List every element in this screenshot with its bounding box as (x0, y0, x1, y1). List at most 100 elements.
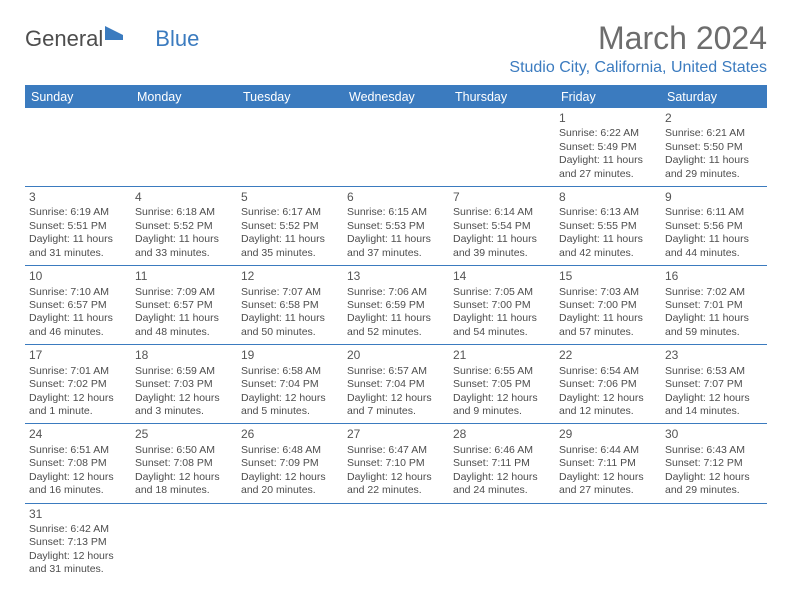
day-cell: 11 Sunrise: 7:09 AMSunset: 6:57 PMDayligh… (131, 266, 237, 344)
sunrise-text: Sunrise: 7:03 AM (559, 286, 657, 299)
logo-text-2: Blue (155, 26, 199, 52)
daylight-text: Daylight: 12 hours and 24 minutes. (453, 471, 551, 498)
day-header: Friday (555, 86, 661, 108)
sunset-text: Sunset: 5:49 PM (559, 141, 657, 154)
day-number: 29 (559, 427, 657, 442)
day-number: 24 (29, 427, 127, 442)
day-header-row: Sunday Monday Tuesday Wednesday Thursday… (25, 86, 767, 108)
sunrise-text: Sunrise: 7:10 AM (29, 286, 127, 299)
day-number: 1 (559, 111, 657, 126)
sunrise-text: Sunrise: 6:50 AM (135, 444, 233, 457)
location-text: Studio City, California, United States (509, 59, 767, 77)
daylight-text: Daylight: 11 hours and 44 minutes. (665, 233, 763, 260)
day-cell (661, 504, 767, 582)
sunset-text: Sunset: 7:06 PM (559, 378, 657, 391)
sunset-text: Sunset: 7:11 PM (559, 457, 657, 470)
day-cell: 18Sunrise: 6:59 AMSunset: 7:03 PMDayligh… (131, 345, 237, 423)
daylight-text: Daylight: 11 hours and 48 minutes. (135, 312, 233, 339)
day-number: 20 (347, 348, 445, 363)
day-cell: 17Sunrise: 7:01 AMSunset: 7:02 PMDayligh… (25, 345, 131, 423)
sunrise-text: Sunrise: 6:54 AM (559, 365, 657, 378)
day-number: 11 (135, 269, 233, 284)
week-row: 31Sunrise: 6:42 AMSunset: 7:13 PMDayligh… (25, 504, 767, 582)
sunset-text: Sunset: 5:52 PM (135, 220, 233, 233)
day-number: 6 (347, 190, 445, 205)
day-cell: 23Sunrise: 6:53 AMSunset: 7:07 PMDayligh… (661, 345, 767, 423)
daylight-text: Daylight: 11 hours and 29 minutes. (665, 154, 763, 181)
day-cell (131, 504, 237, 582)
day-cell: 26Sunrise: 6:48 AMSunset: 7:09 PMDayligh… (237, 424, 343, 502)
day-cell: 20Sunrise: 6:57 AMSunset: 7:04 PMDayligh… (343, 345, 449, 423)
sunrise-text: Sunrise: 6:18 AM (135, 206, 233, 219)
day-cell (237, 108, 343, 186)
sunset-text: Sunset: 5:51 PM (29, 220, 127, 233)
day-header: Monday (131, 86, 237, 108)
sunset-text: Sunset: 7:07 PM (665, 378, 763, 391)
sunrise-text: Sunrise: 6:22 AM (559, 127, 657, 140)
day-number: 19 (241, 348, 339, 363)
day-cell (555, 504, 661, 582)
day-number: 23 (665, 348, 763, 363)
day-cell: 2Sunrise: 6:21 AMSunset: 5:50 PMDaylight… (661, 108, 767, 186)
sunset-text: Sunset: 7:08 PM (135, 457, 233, 470)
month-title: March 2024 (509, 20, 767, 57)
daylight-text: Daylight: 12 hours and 27 minutes. (559, 471, 657, 498)
daylight-text: Daylight: 12 hours and 20 minutes. (241, 471, 339, 498)
sunrise-text: Sunrise: 6:44 AM (559, 444, 657, 457)
sunset-text: Sunset: 7:05 PM (453, 378, 551, 391)
sunrise-text: Sunrise: 6:43 AM (665, 444, 763, 457)
sunrise-text: Sunrise: 6:13 AM (559, 206, 657, 219)
day-number: 18 (135, 348, 233, 363)
day-cell (449, 108, 555, 186)
title-block: March 2024 Studio City, California, Unit… (509, 20, 767, 77)
sunrise-text: Sunrise: 6:59 AM (135, 365, 233, 378)
week-row: 24Sunrise: 6:51 AMSunset: 7:08 PMDayligh… (25, 424, 767, 503)
sunrise-text: Sunrise: 6:51 AM (29, 444, 127, 457)
sunrise-text: Sunrise: 7:09 AM (135, 286, 233, 299)
day-number: 10 (29, 269, 127, 284)
day-cell: 25Sunrise: 6:50 AMSunset: 7:08 PMDayligh… (131, 424, 237, 502)
sunset-text: Sunset: 5:55 PM (559, 220, 657, 233)
daylight-text: Daylight: 12 hours and 1 minute. (29, 392, 127, 419)
day-header: Saturday (661, 86, 767, 108)
sunset-text: Sunset: 7:01 PM (665, 299, 763, 312)
sunrise-text: Sunrise: 6:57 AM (347, 365, 445, 378)
day-number: 8 (559, 190, 657, 205)
day-cell: 6Sunrise: 6:15 AMSunset: 5:53 PMDaylight… (343, 187, 449, 265)
daylight-text: Daylight: 11 hours and 37 minutes. (347, 233, 445, 260)
day-number: 21 (453, 348, 551, 363)
sunrise-text: Sunrise: 6:46 AM (453, 444, 551, 457)
sunset-text: Sunset: 5:52 PM (241, 220, 339, 233)
sunrise-text: Sunrise: 6:21 AM (665, 127, 763, 140)
day-cell: 19Sunrise: 6:58 AMSunset: 7:04 PMDayligh… (237, 345, 343, 423)
week-row: 1Sunrise: 6:22 AMSunset: 5:49 PM Daylight… (25, 108, 767, 187)
day-cell: 30Sunrise: 6:43 AMSunset: 7:12 PMDayligh… (661, 424, 767, 502)
daylight-text: Daylight: 12 hours and 18 minutes. (135, 471, 233, 498)
daylight-text: Daylight: 12 hours and 22 minutes. (347, 471, 445, 498)
sunset-text: Sunset: 7:00 PM (559, 299, 657, 312)
day-cell (237, 504, 343, 582)
daylight-text: Daylight: 11 hours and 31 minutes. (29, 233, 127, 260)
logo-text-1: General (25, 26, 103, 52)
day-number: 15 (559, 269, 657, 284)
sunset-text: Sunset: 6:57 PM (135, 299, 233, 312)
sunset-text: Sunset: 7:03 PM (135, 378, 233, 391)
sunset-text: Sunset: 7:11 PM (453, 457, 551, 470)
day-cell (449, 504, 555, 582)
sunrise-text: Sunrise: 7:01 AM (29, 365, 127, 378)
day-number: 4 (135, 190, 233, 205)
sunrise-text: Sunrise: 7:06 AM (347, 286, 445, 299)
sunrise-text: Sunrise: 6:48 AM (241, 444, 339, 457)
day-number: 5 (241, 190, 339, 205)
sunset-text: Sunset: 7:02 PM (29, 378, 127, 391)
daylight-text: Daylight: 12 hours and 7 minutes. (347, 392, 445, 419)
daylight-text: Daylight: 12 hours and 31 minutes. (29, 550, 127, 577)
day-number: 7 (453, 190, 551, 205)
day-cell: 8Sunrise: 6:13 AMSunset: 5:55 PMDaylight… (555, 187, 661, 265)
day-header: Sunday (25, 86, 131, 108)
day-number: 26 (241, 427, 339, 442)
day-cell (131, 108, 237, 186)
day-cell: 22Sunrise: 6:54 AMSunset: 7:06 PMDayligh… (555, 345, 661, 423)
day-number: 9 (665, 190, 763, 205)
daylight-text: Daylight: 12 hours and 5 minutes. (241, 392, 339, 419)
